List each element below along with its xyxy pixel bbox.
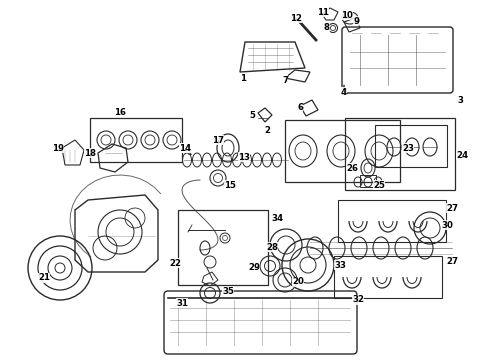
Text: 11: 11 (317, 8, 329, 17)
Text: 24: 24 (456, 150, 468, 159)
Text: 25: 25 (373, 180, 385, 189)
Bar (338, 200, 446, 242)
Text: 4: 4 (341, 87, 347, 96)
Text: 20: 20 (292, 278, 304, 287)
Text: 31: 31 (176, 298, 188, 307)
Bar (334, 256, 442, 298)
Text: 26: 26 (346, 163, 358, 172)
Text: 32: 32 (352, 296, 364, 305)
Text: 34: 34 (272, 213, 284, 222)
Text: 13: 13 (238, 153, 250, 162)
Text: 21: 21 (38, 274, 50, 283)
Text: 7: 7 (282, 76, 288, 85)
Text: 29: 29 (248, 264, 260, 273)
Text: 19: 19 (52, 144, 64, 153)
Text: 35: 35 (222, 288, 234, 297)
Text: 28: 28 (266, 243, 278, 252)
Text: 5: 5 (249, 111, 255, 120)
Text: 14: 14 (179, 144, 191, 153)
Text: 15: 15 (224, 180, 236, 189)
Text: 8: 8 (324, 23, 330, 32)
Text: 33: 33 (334, 261, 346, 270)
Text: 27: 27 (446, 257, 458, 266)
Text: 30: 30 (441, 220, 453, 230)
Bar (285, 120, 400, 182)
Text: 10: 10 (341, 10, 353, 19)
Text: 27: 27 (446, 203, 458, 212)
Text: 18: 18 (84, 149, 96, 158)
Text: 22: 22 (169, 258, 181, 267)
Text: 1: 1 (240, 73, 246, 82)
Text: 16: 16 (114, 108, 126, 117)
Text: 2: 2 (264, 126, 270, 135)
Bar (360, 175, 376, 187)
Text: 12: 12 (290, 14, 302, 23)
Text: 4: 4 (341, 87, 347, 96)
Bar (178, 210, 268, 285)
Text: 6: 6 (297, 103, 303, 112)
Bar (375, 125, 447, 167)
Text: 9: 9 (353, 17, 359, 26)
Bar (345, 118, 455, 190)
Text: 17: 17 (212, 135, 224, 144)
Text: 14: 14 (179, 144, 191, 153)
Text: 23: 23 (402, 144, 414, 153)
Bar (90, 118, 182, 162)
Text: 3: 3 (457, 95, 463, 104)
